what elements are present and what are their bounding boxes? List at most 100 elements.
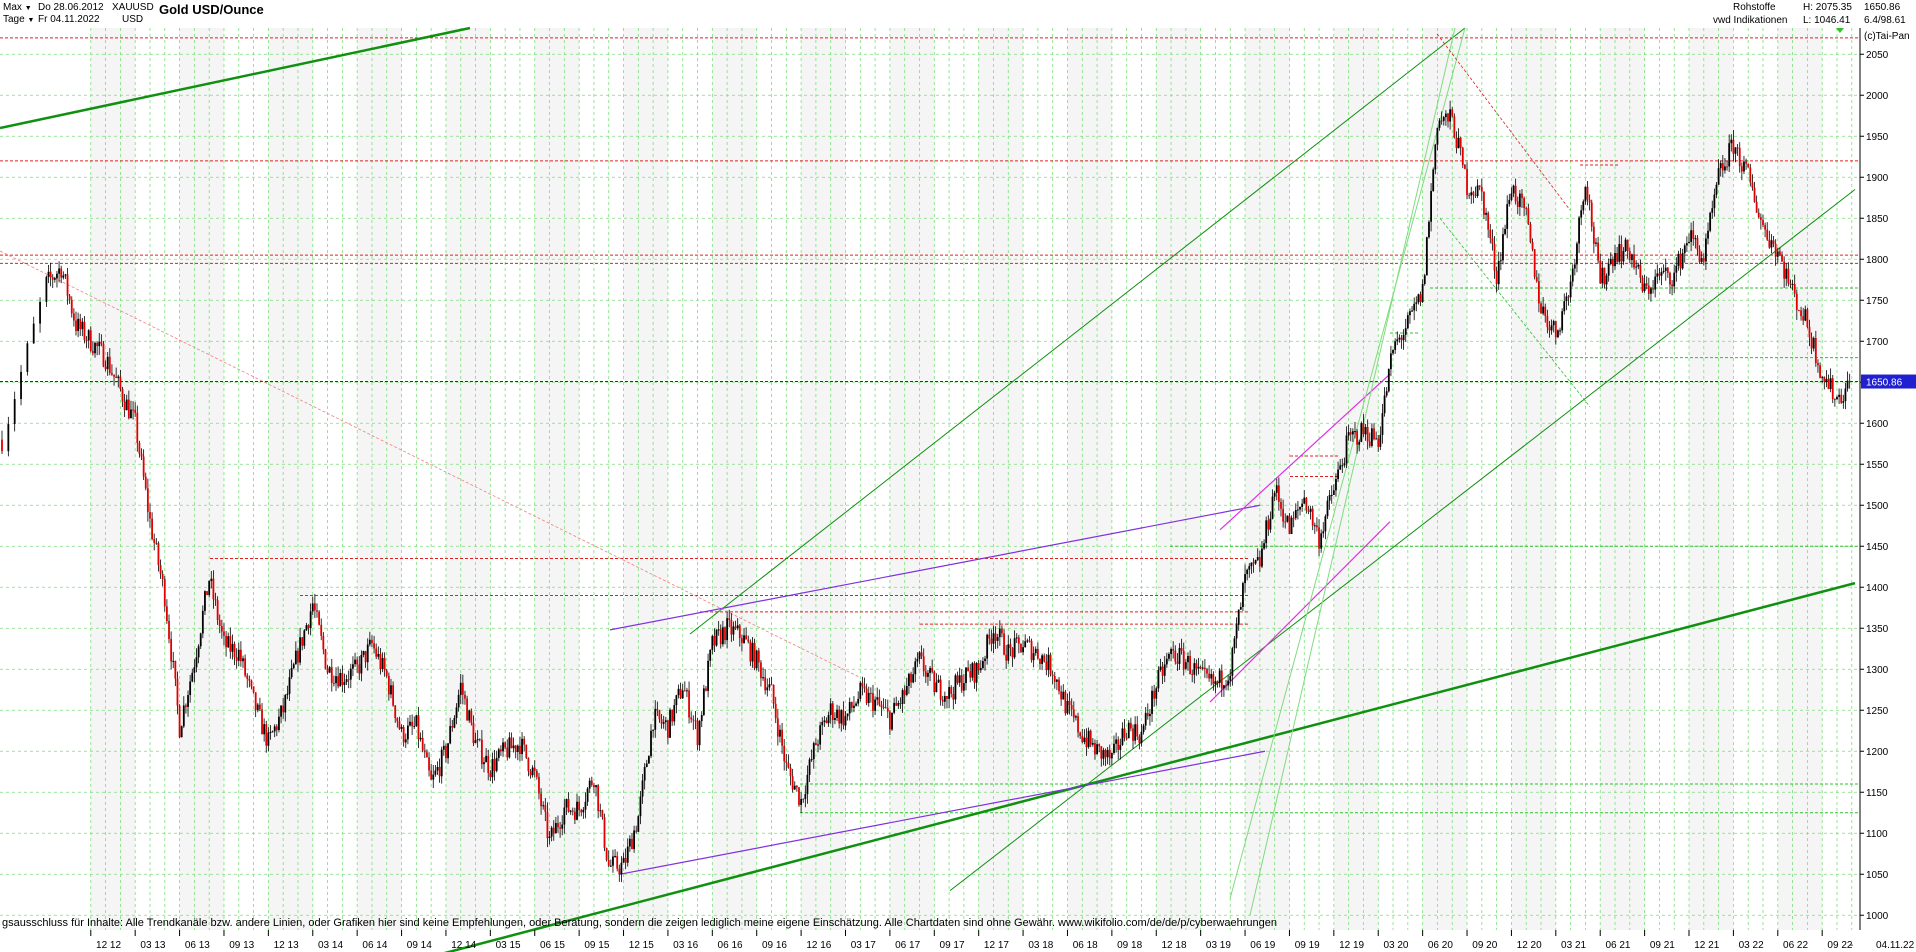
price-candle bbox=[1430, 191, 1432, 222]
x-tick-label: 03 13 bbox=[140, 940, 165, 951]
price-candle bbox=[1654, 276, 1657, 290]
price-candle bbox=[1117, 739, 1120, 750]
price-candle bbox=[322, 635, 325, 650]
x-tick-label: 09 22 bbox=[1827, 940, 1852, 951]
y-tick-label: 1100 bbox=[1866, 829, 1888, 840]
price-candle bbox=[1616, 253, 1619, 262]
price-candle bbox=[574, 811, 576, 820]
price-candle bbox=[1136, 724, 1139, 737]
price-candle bbox=[946, 696, 948, 699]
price-candle bbox=[1637, 264, 1640, 267]
price-candle bbox=[1146, 712, 1149, 717]
price-candle bbox=[1366, 426, 1369, 442]
price-candle bbox=[208, 581, 211, 596]
price-candle bbox=[880, 704, 883, 708]
price-candle bbox=[256, 704, 259, 711]
price-candle bbox=[436, 766, 439, 771]
x-tick-label: 03 17 bbox=[851, 940, 876, 951]
price-candle bbox=[787, 762, 790, 768]
y-tick-label: 1400 bbox=[1866, 583, 1889, 594]
price-candle bbox=[290, 668, 293, 678]
price-candle bbox=[1237, 609, 1240, 625]
price-candle bbox=[905, 685, 908, 695]
price-candle bbox=[360, 654, 363, 674]
price-candle bbox=[428, 757, 430, 771]
price-candle bbox=[383, 658, 386, 671]
price-candle bbox=[1590, 202, 1593, 227]
price-candle bbox=[1320, 533, 1323, 549]
price-candle bbox=[237, 649, 240, 661]
x-tick-label: 06 21 bbox=[1605, 940, 1630, 951]
price-candle bbox=[1768, 239, 1771, 248]
price-candle bbox=[362, 651, 365, 655]
price-candle bbox=[1485, 212, 1487, 215]
price-candle bbox=[345, 679, 348, 683]
price-candle bbox=[1825, 378, 1828, 382]
price-candle bbox=[1341, 465, 1344, 467]
price-candle bbox=[1812, 337, 1815, 349]
price-candle bbox=[250, 680, 253, 687]
price-candle bbox=[1028, 640, 1031, 642]
price-candle bbox=[882, 707, 885, 709]
price-candle bbox=[1404, 328, 1407, 335]
price-candle bbox=[83, 321, 86, 340]
price-candle bbox=[366, 644, 369, 663]
price-candle bbox=[1781, 255, 1783, 262]
price-candle bbox=[1688, 241, 1690, 244]
price-candle bbox=[1743, 161, 1745, 172]
price-candle bbox=[178, 705, 181, 738]
price-candle bbox=[502, 742, 504, 752]
range-selector[interactable]: Max ▼ bbox=[3, 2, 32, 15]
price-candle bbox=[1614, 253, 1616, 267]
price-candle bbox=[280, 705, 282, 717]
price-candle bbox=[1791, 284, 1794, 286]
x-tick-label: 03 18 bbox=[1028, 940, 1053, 951]
x-tick-label: 12 21 bbox=[1694, 940, 1719, 951]
price-candle bbox=[185, 705, 187, 707]
price-candle bbox=[1561, 311, 1564, 331]
price-candle bbox=[1603, 267, 1606, 285]
price-candle bbox=[660, 719, 663, 724]
price-candle bbox=[265, 724, 268, 746]
price-candle bbox=[1039, 658, 1041, 665]
price-candle bbox=[1745, 161, 1747, 164]
price-candle bbox=[1683, 245, 1686, 254]
price-candle bbox=[578, 801, 581, 810]
price-candle bbox=[1702, 258, 1705, 262]
price-candle bbox=[77, 318, 80, 331]
price-candle bbox=[962, 683, 965, 691]
price-candle bbox=[1491, 238, 1494, 244]
price-candle bbox=[789, 767, 792, 777]
price-candle bbox=[146, 488, 149, 512]
price-candle bbox=[352, 664, 354, 669]
price-candle bbox=[1728, 143, 1731, 167]
price-candle bbox=[1081, 736, 1084, 743]
price-candle bbox=[466, 698, 468, 721]
price-candle bbox=[1804, 309, 1807, 321]
price-candle bbox=[1223, 685, 1225, 689]
price-candle bbox=[1774, 243, 1777, 257]
price-candle bbox=[174, 660, 177, 679]
price-candle bbox=[182, 705, 185, 727]
period-selector[interactable]: Tage ▼ bbox=[3, 14, 34, 27]
price-candle bbox=[977, 663, 980, 671]
price-candle bbox=[1531, 242, 1534, 250]
price-candle bbox=[1121, 728, 1124, 745]
horizontal-levels bbox=[0, 37, 1860, 814]
price-candle bbox=[1836, 396, 1838, 400]
price-candle bbox=[223, 631, 225, 636]
price-candle bbox=[1557, 330, 1559, 338]
price-candle bbox=[1180, 647, 1183, 651]
price-candle bbox=[751, 642, 754, 662]
price-candle bbox=[901, 690, 904, 704]
price-candle bbox=[326, 668, 329, 673]
price-candle bbox=[842, 710, 845, 726]
x-tick-label: 09 16 bbox=[762, 940, 787, 951]
price-candle bbox=[1328, 495, 1331, 501]
price-candle bbox=[328, 667, 331, 673]
price-candle bbox=[1533, 249, 1536, 278]
y-tick-label: 1200 bbox=[1866, 747, 1889, 758]
price-candle bbox=[1034, 648, 1037, 654]
price-candle bbox=[149, 511, 151, 519]
